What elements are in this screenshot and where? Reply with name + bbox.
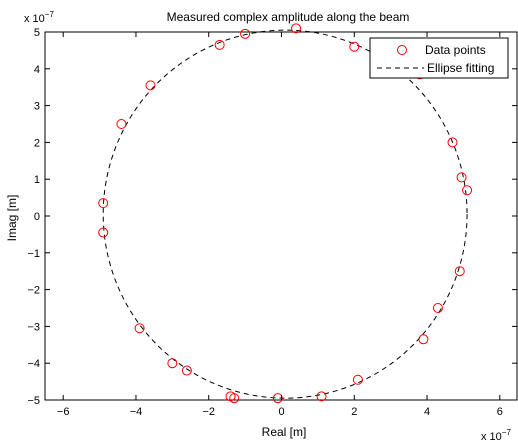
- y-tick-label: −4: [27, 358, 40, 370]
- y-tick-label: 3: [34, 101, 40, 113]
- legend-marker-data-points: [397, 45, 407, 55]
- legend-box: [369, 37, 509, 79]
- y-axis-ticks: −5 −4 −3 −2 −1 0 1 2 3 4 5: [27, 27, 517, 407]
- data-point: [145, 80, 156, 91]
- legend: Data points Ellipse fitting: [369, 37, 509, 79]
- data-point: [291, 23, 302, 34]
- y-tick-label: 0: [34, 211, 40, 223]
- data-point: [229, 393, 240, 404]
- legend-label-ellipse-fitting: Ellipse fitting: [427, 61, 494, 75]
- x-tick-label: 4: [424, 406, 430, 418]
- chart-title: Measured complex amplitude along the bea…: [167, 10, 410, 24]
- data-point: [98, 198, 109, 209]
- data-point: [240, 28, 251, 39]
- y-tick-label: −2: [27, 285, 40, 297]
- x-axis-exponent: x 10−7: [481, 428, 511, 443]
- data-point: [418, 334, 429, 345]
- data-point: [462, 185, 473, 196]
- x-tick-label: 2: [351, 406, 357, 418]
- data-point: [352, 374, 363, 385]
- y-tick-label: 2: [34, 137, 40, 149]
- data-point: [349, 41, 360, 52]
- y-tick-label: 1: [34, 174, 40, 186]
- data-point: [447, 137, 458, 148]
- legend-label-data-points: Data points: [425, 43, 486, 57]
- data-point: [316, 391, 327, 402]
- y-tick-label: 5: [34, 27, 40, 39]
- data-point: [272, 393, 283, 404]
- data-point: [432, 303, 443, 313]
- data-points-layer: [98, 23, 473, 404]
- x-axis-ticks: −6 −4 −2 0 2 4 6: [57, 32, 503, 418]
- x-tick-label: −6: [57, 406, 70, 418]
- data-point: [214, 39, 225, 50]
- y-axis-exponent: x 10−7: [24, 10, 54, 25]
- y-tick-label: −5: [27, 395, 40, 407]
- x-tick-label: −2: [202, 406, 215, 418]
- x-tick-label: 0: [278, 406, 284, 418]
- data-point: [456, 172, 467, 183]
- data-point: [454, 266, 465, 277]
- y-tick-label: −1: [27, 248, 40, 260]
- y-tick-label: 4: [34, 64, 40, 76]
- ellipse-fit-layer: [102, 29, 468, 399]
- x-tick-label: −4: [130, 406, 143, 418]
- data-point: [134, 323, 145, 334]
- x-axis-label: Real [m]: [262, 425, 307, 439]
- y-axis-label: Imag [m]: [5, 195, 19, 242]
- data-point: [181, 365, 192, 376]
- ellipse-fit-line: [102, 29, 468, 399]
- y-tick-label: −3: [27, 321, 40, 333]
- data-point: [98, 227, 109, 238]
- data-point: [167, 358, 178, 369]
- data-point: [116, 119, 127, 129]
- x-tick-label: 6: [497, 406, 503, 418]
